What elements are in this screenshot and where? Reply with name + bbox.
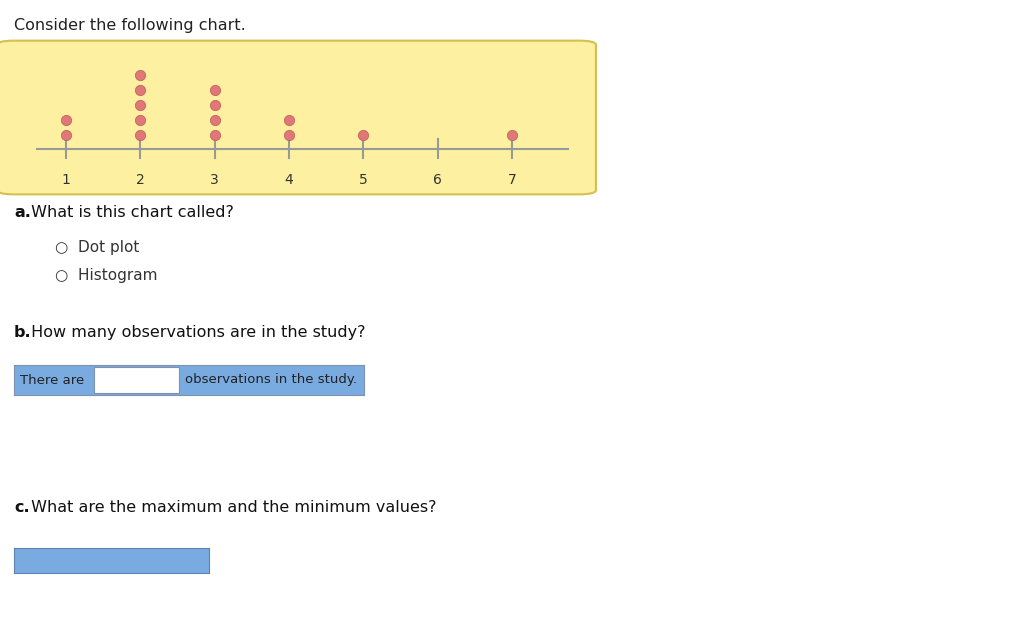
Point — [132, 100, 148, 110]
Point — [207, 131, 223, 141]
Text: b.: b. — [14, 325, 32, 340]
Text: What are the maximum and the minimum values?: What are the maximum and the minimum val… — [26, 500, 436, 515]
Text: 3: 3 — [210, 174, 219, 187]
Text: Consider the following chart.: Consider the following chart. — [14, 18, 246, 33]
Bar — [94, 367, 179, 393]
Text: ○  Histogram: ○ Histogram — [55, 268, 158, 283]
FancyBboxPatch shape — [0, 40, 596, 194]
Text: 2: 2 — [136, 174, 144, 187]
Point — [281, 131, 297, 141]
Text: c.: c. — [14, 500, 30, 515]
Point — [207, 100, 223, 110]
Text: How many observations are in the study?: How many observations are in the study? — [26, 325, 366, 340]
Point — [57, 131, 74, 141]
Point — [281, 115, 297, 125]
Point — [132, 85, 148, 95]
Text: 5: 5 — [359, 174, 368, 187]
Point — [355, 131, 372, 141]
Point — [504, 131, 520, 141]
Text: a.: a. — [14, 205, 31, 220]
Point — [207, 115, 223, 125]
Point — [132, 131, 148, 141]
Text: 4: 4 — [285, 174, 294, 187]
Text: ○  Dot plot: ○ Dot plot — [55, 240, 139, 255]
Bar — [14, 365, 94, 395]
Point — [132, 70, 148, 80]
Point — [132, 115, 148, 125]
Point — [57, 115, 74, 125]
Text: 1: 1 — [61, 174, 71, 187]
Text: What is this chart called?: What is this chart called? — [26, 205, 233, 220]
Text: 6: 6 — [433, 174, 442, 187]
Text: 7: 7 — [508, 174, 516, 187]
Point — [207, 85, 223, 95]
Text: observations in the study.: observations in the study. — [185, 373, 357, 386]
Text: There are: There are — [20, 373, 84, 386]
